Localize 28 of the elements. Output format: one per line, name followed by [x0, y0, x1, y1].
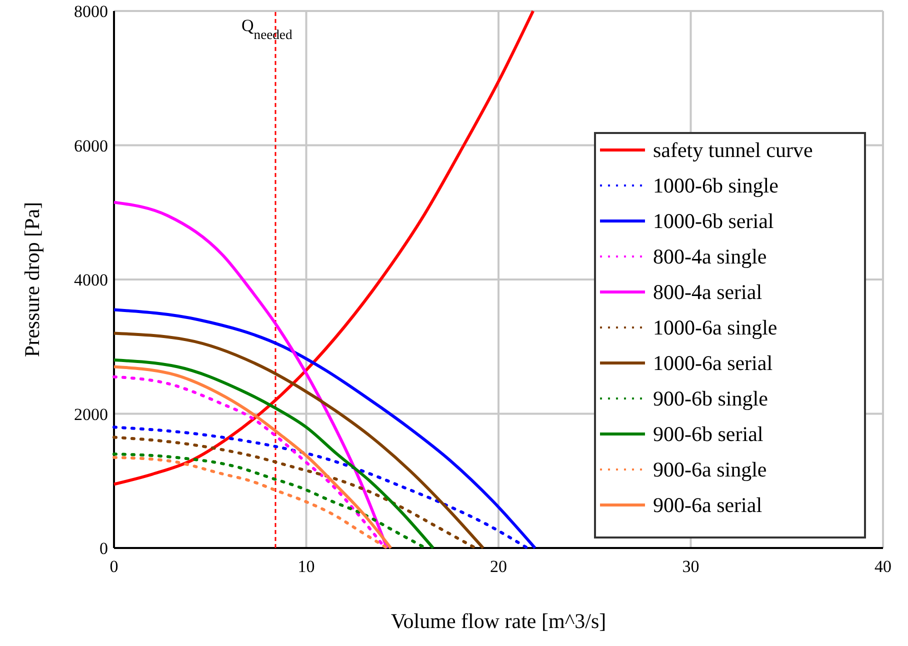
- y-tick-label: 8000: [74, 2, 108, 21]
- legend-label: 1000-6a serial: [653, 351, 773, 375]
- ref-line-label: Q$_{needed}$: [241, 16, 292, 42]
- x-tick-label: 20: [490, 557, 507, 576]
- legend-label: safety tunnel curve: [653, 138, 813, 162]
- y-axis-title: Pressure drop [Pa]: [20, 202, 44, 358]
- legend-label: 1000-6a single: [653, 316, 778, 340]
- legend-label: 800-4a single: [653, 244, 767, 268]
- line-series: [112, 358, 435, 550]
- x-tick-label: 30: [682, 557, 700, 576]
- legend-label: 1000-6b single: [653, 174, 778, 198]
- y-tick-label: 0: [100, 539, 108, 558]
- line-series: [112, 436, 477, 550]
- x-tick-label: 40: [874, 557, 892, 576]
- legend-label: 900-6a single: [653, 458, 767, 482]
- x-axis-title: Volume flow rate [m^3/s]: [390, 609, 606, 633]
- line-series: [112, 332, 485, 550]
- y-tick-label: 2000: [74, 404, 108, 424]
- y-tick-label: 4000: [74, 270, 108, 290]
- legend-label: 900-6b serial: [653, 422, 764, 446]
- legend-label: 900-6a serial: [653, 493, 762, 517]
- line-series: [112, 426, 529, 550]
- legend-label: 900-6b single: [653, 386, 768, 410]
- y-tick-label: 6000: [74, 136, 108, 156]
- x-tick-label: 10: [298, 557, 315, 576]
- legend-label: 1000-6b serial: [653, 209, 774, 233]
- line-series: [112, 308, 537, 550]
- legend-label: 800-4a serial: [653, 280, 762, 304]
